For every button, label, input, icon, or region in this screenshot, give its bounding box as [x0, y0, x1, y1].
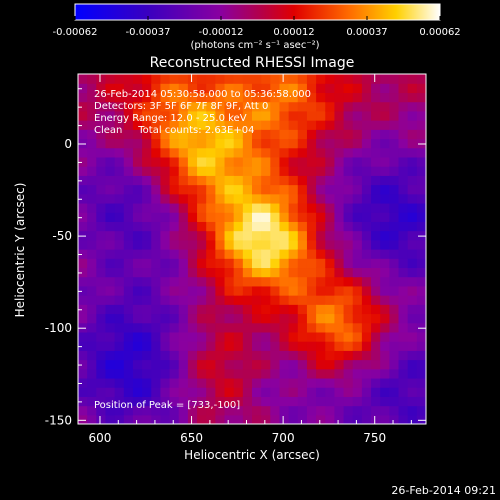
- annotation-time-range: 26-Feb-2014 05:30:58.000 to 05:36:58.000: [94, 89, 311, 100]
- colorbar-tick: -0.00012: [199, 16, 244, 38]
- y-tick-label: 0: [64, 137, 72, 151]
- annotation-energy-range: Energy Range: 12.0 - 25.0 keV: [94, 113, 247, 124]
- annotation-clean-counts: Clean Total counts: 2.63E+04: [94, 125, 254, 136]
- x-tick-label: 700: [272, 431, 295, 445]
- colorbar-tick: 0.00037: [346, 16, 388, 38]
- x-tick: 650: [180, 74, 203, 445]
- colorbar-tick-label: 0.00012: [273, 27, 314, 38]
- x-tick-label: 600: [89, 431, 112, 445]
- colorbar-ticks: -0.00062 -0.00037 -0.00012 0.00012 0.00037 0.…: [53, 16, 461, 38]
- colorbar: [74, 3, 441, 21]
- x-tick: 750: [363, 74, 386, 445]
- colorbar-tick-label: -0.00062: [53, 27, 98, 38]
- colorbar-tick-label: 0.00037: [346, 27, 387, 38]
- y-axis-label: Heliocentric Y (arcsec): [13, 183, 27, 318]
- colorbar-tick: -0.00062: [53, 16, 98, 38]
- y-tick: -50: [52, 229, 426, 243]
- x-tick-label: 750: [363, 431, 386, 445]
- annotation-peak-position: Position of Peak = [733,-100]: [94, 400, 240, 411]
- x-tick: 600: [89, 74, 112, 445]
- y-axis-ticks: 0 -50 -100 -150: [45, 88, 426, 427]
- colorbar-tick-label: -0.00037: [126, 27, 171, 38]
- colorbar-tick-label: 0.00062: [419, 27, 460, 38]
- x-axis-ticks: 600 650 700 750: [89, 74, 412, 445]
- colorbar-unit-label: (photons cm⁻² s⁻¹ asec⁻²): [190, 40, 319, 51]
- chart-title: Reconstructed RHESSI Image: [150, 55, 355, 71]
- x-axis-label: Heliocentric X (arcsec): [184, 448, 320, 462]
- colorbar-tick: 0.00012: [273, 16, 315, 38]
- x-tick: 700: [272, 74, 295, 445]
- colorbar-tick: 0.00062: [419, 16, 461, 38]
- y-tick: -150: [45, 413, 426, 427]
- y-tick-label: -100: [45, 321, 72, 335]
- y-tick: -100: [45, 321, 426, 335]
- heatmap-image: [78, 74, 426, 424]
- x-tick-label: 650: [180, 431, 203, 445]
- annotation-detectors: Detectors: 3F 5F 6F 7F 8F 9F, Att 0: [94, 101, 268, 112]
- y-tick: 0: [64, 137, 426, 151]
- y-tick-label: -50: [52, 229, 72, 243]
- colorbar-tick: -0.00037: [126, 16, 171, 38]
- colorbar-tick-label: -0.00012: [199, 27, 244, 38]
- footer-timestamp: 26-Feb-2014 09:21: [391, 484, 496, 497]
- y-tick-label: -150: [45, 413, 72, 427]
- plot-frame: [77, 73, 427, 425]
